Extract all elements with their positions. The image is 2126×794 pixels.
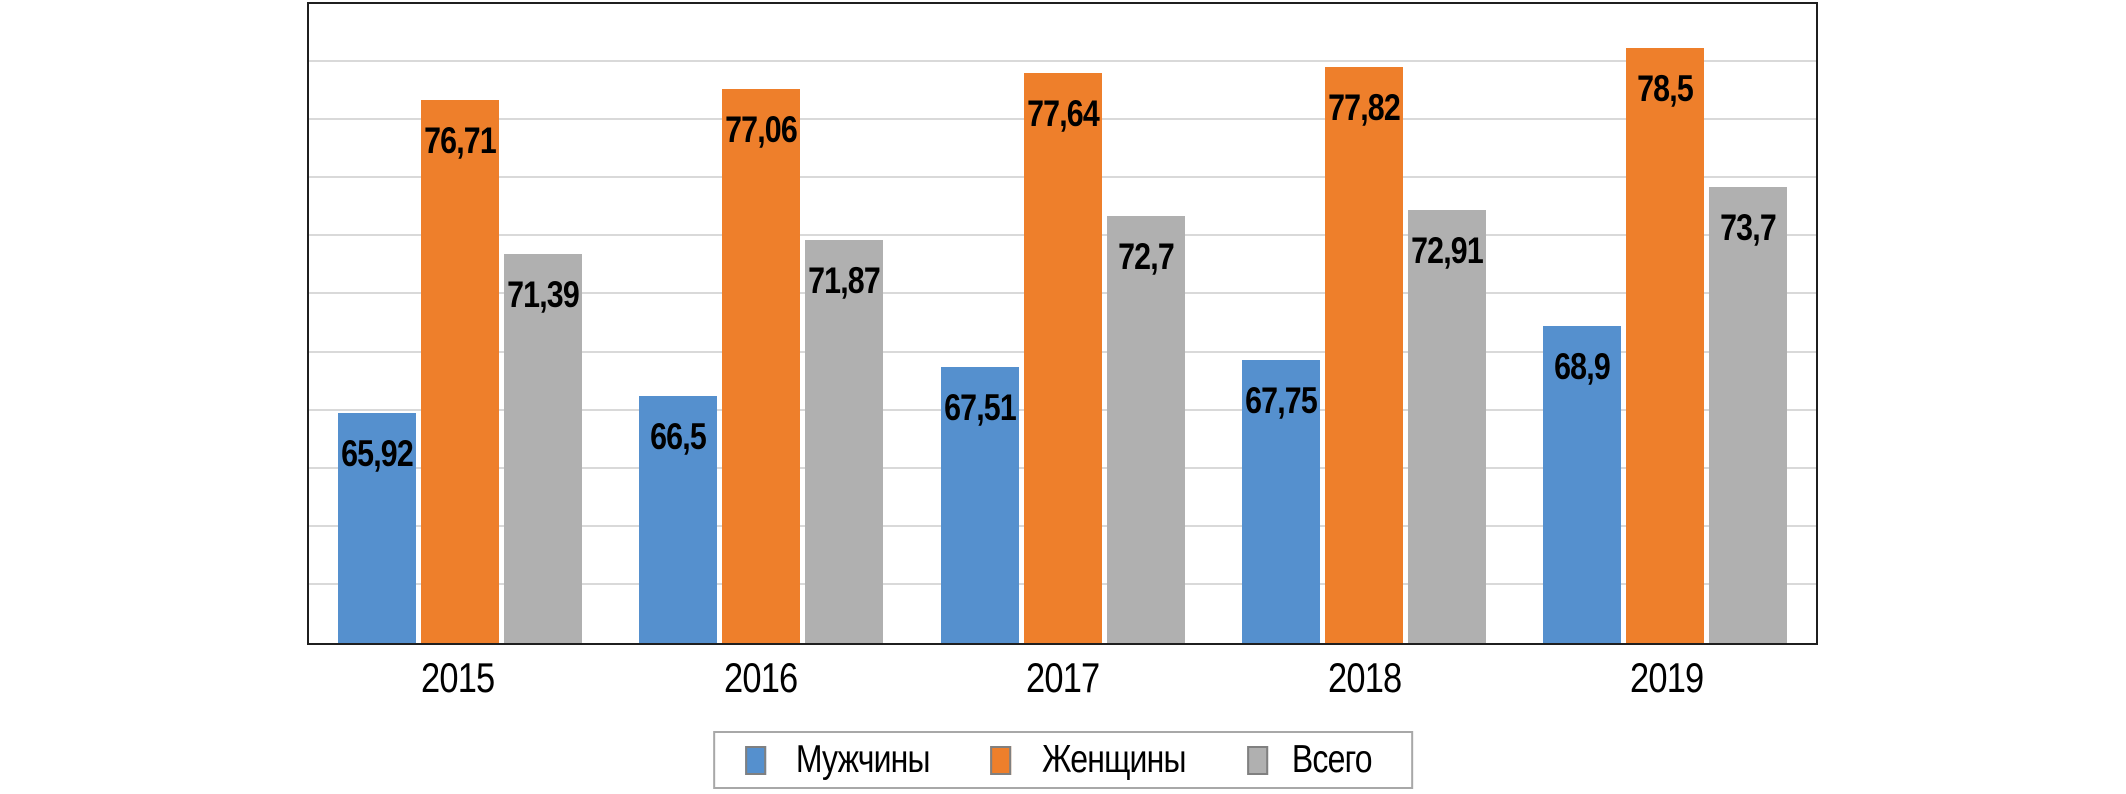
x-axis-labels: 2015 2016 2017 2018 2019	[307, 652, 1818, 704]
bar-men-2017: 67,51	[940, 366, 1019, 643]
bar-value-text: 65,92	[340, 432, 414, 474]
x-axis-label-2015: 2015	[307, 652, 609, 704]
bar-value-label: 73,7	[1714, 207, 1782, 249]
bar-value-text: 73,7	[1720, 207, 1777, 248]
legend-label-men: Мужчины	[781, 738, 944, 782]
bar-groups: 65,92 76,71 71,39 66,5 77,06 71,87 67,51 77,64 7…	[309, 4, 1816, 643]
x-axis-label-2017: 2017	[911, 652, 1213, 704]
bar-total-2015: 71,39	[503, 254, 582, 643]
legend-swatch-men	[745, 745, 767, 775]
bar-value-label: 76,71	[416, 120, 504, 162]
bar-value-text: 71,87	[808, 260, 881, 302]
bar-value-text: 68,9	[1554, 346, 1611, 388]
bar-value-label: 67,51	[936, 387, 1024, 429]
bar-value-text: 66,5	[650, 416, 707, 458]
bar-value-label: 71,87	[800, 260, 888, 302]
bar-value-text: 76,71	[423, 119, 497, 161]
x-axis-label-text: 2019	[1630, 654, 1704, 701]
bar-men-2016: 66,5	[639, 396, 718, 643]
bar-women-2018: 77,82	[1324, 67, 1403, 643]
bar-value-text: 77,64	[1026, 92, 1100, 134]
bar-group-2015: 65,92 76,71 71,39	[309, 4, 610, 643]
legend-item-men: Мужчины	[745, 738, 944, 782]
legend-swatch-total	[1247, 745, 1269, 775]
bar-group-2018: 67,75 77,82 72,91	[1213, 4, 1514, 643]
bar-men-2018: 67,75	[1241, 359, 1320, 643]
bar-women-2019: 78,5	[1626, 47, 1705, 643]
bar-total-2018: 72,91	[1407, 209, 1486, 643]
x-axis-label-text: 2017	[1025, 654, 1100, 701]
bar-value-label: 72,91	[1403, 230, 1491, 272]
bar-total-2017: 72,7	[1106, 216, 1185, 643]
bar-total-2016: 71,87	[805, 240, 884, 643]
x-axis-label-2016: 2016	[609, 652, 911, 704]
bar-men-2019: 68,9	[1543, 326, 1622, 643]
bar-value-label: 67,75	[1237, 380, 1325, 422]
bar-value-text: 72,91	[1411, 229, 1484, 271]
bar-group-2016: 66,5 77,06 71,87	[610, 4, 911, 643]
bar-group-2017: 67,51 77,64 72,7	[912, 4, 1213, 643]
bar-group-2019: 68,9 78,5 73,7	[1515, 4, 1816, 643]
bar-value-text: 77,06	[725, 109, 798, 151]
x-axis-label-text: 2016	[723, 654, 798, 701]
x-axis-label-2019: 2019	[1516, 652, 1818, 704]
x-axis-label-2018: 2018	[1214, 652, 1516, 704]
bar-value-text: 67,75	[1245, 379, 1318, 421]
bar-value-label: 65,92	[333, 433, 421, 475]
bar-value-label: 68,9	[1548, 346, 1616, 388]
legend-label-total: Всего	[1284, 738, 1381, 782]
bar-value-label: 78,5	[1631, 68, 1699, 110]
bar-women-2015: 76,71	[420, 99, 499, 643]
bar-women-2017: 77,64	[1023, 72, 1102, 643]
bar-value-label: 77,64	[1019, 93, 1107, 135]
bar-value-text: 78,5	[1637, 67, 1694, 109]
bar-value-label: 77,82	[1320, 87, 1408, 129]
bar-value-text: 67,51	[943, 386, 1017, 428]
bar-value-text: 77,82	[1328, 87, 1401, 129]
bar-value-label: 77,06	[717, 109, 805, 151]
x-axis-label-text: 2018	[1328, 654, 1402, 701]
bar-total-2019: 73,7	[1709, 187, 1788, 643]
bar-value-text: 71,39	[506, 274, 580, 316]
plot-area: 65,92 76,71 71,39 66,5 77,06 71,87 67,51 77,64 7…	[307, 2, 1818, 645]
legend-label-text: Всего	[1292, 738, 1373, 781]
bar-value-text: 72,7	[1117, 236, 1175, 278]
bar-value-label: 66,5	[644, 416, 712, 458]
legend-label-text: Мужчины	[795, 738, 931, 781]
gridline-78	[309, 60, 1816, 63]
bar-value-label: 71,39	[499, 274, 587, 316]
bar-value-label: 72,7	[1112, 236, 1180, 278]
legend-item-total: Всего	[1247, 738, 1381, 782]
legend-label-text: Женщины	[1042, 738, 1186, 781]
legend-label-women: Женщины	[1026, 738, 1201, 782]
legend-item-women: Женщины	[990, 738, 1201, 782]
bar-men-2015: 65,92	[337, 412, 416, 643]
legend-swatch-women	[990, 745, 1012, 775]
x-axis-label-text: 2015	[421, 654, 495, 701]
bar-women-2016: 77,06	[722, 89, 801, 643]
legend: Мужчины Женщины Всего	[713, 731, 1413, 789]
